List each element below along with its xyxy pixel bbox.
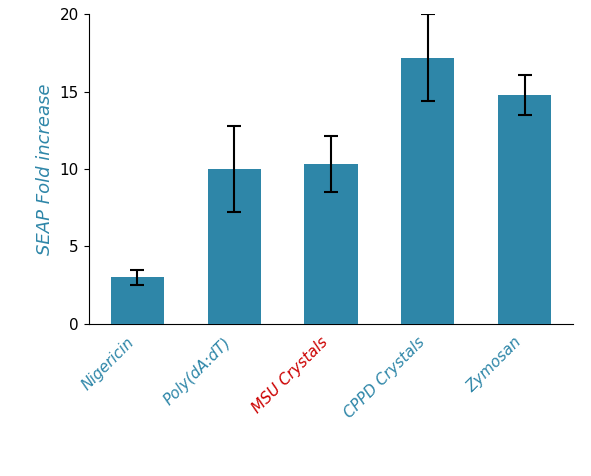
Bar (304, 164, 358, 324)
Text: CPPD Crystals: CPPD Crystals (342, 335, 428, 421)
Bar (207, 169, 261, 324)
Bar (401, 58, 454, 324)
Y-axis label: SEAP Fold increase: SEAP Fold increase (36, 83, 54, 255)
Text: Poly(dA:dT): Poly(dA:dT) (161, 335, 234, 408)
Text: Nigericin: Nigericin (79, 335, 137, 393)
Bar (498, 95, 551, 324)
Text: MSU Crystals: MSU Crystals (249, 335, 331, 416)
Bar (111, 277, 164, 324)
Text: Zymosan: Zymosan (464, 335, 525, 396)
